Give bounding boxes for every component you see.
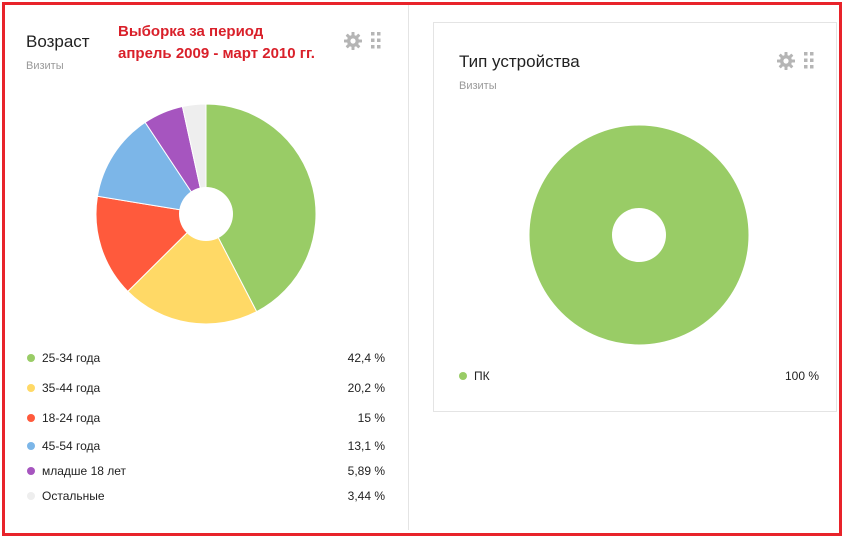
gear-icon[interactable] xyxy=(343,31,363,51)
legend-item[interactable]: Остальные 3,44 % xyxy=(27,488,385,504)
legend-label: 45-54 года xyxy=(42,439,101,453)
legend-label: 35-44 года xyxy=(42,381,101,395)
legend-item[interactable]: 25-34 года 42,4 % xyxy=(27,350,385,366)
donut-hole xyxy=(179,187,233,241)
age-widget-title: Возраст xyxy=(26,32,90,51)
age-widget: Возраст Визиты Выборка за период апрель … xyxy=(5,5,409,530)
legend-item[interactable]: 18-24 года 15 % xyxy=(27,410,385,426)
device-widget: Тип устройства Визиты ПК 100 % xyxy=(433,22,837,412)
legend-swatch xyxy=(459,372,467,380)
legend-label: ПК xyxy=(474,369,490,383)
gear-icon[interactable] xyxy=(776,51,796,71)
period-annotation-line2: апрель 2009 - март 2010 гг. xyxy=(118,45,315,62)
period-annotation-line1: Выборка за период xyxy=(118,23,264,40)
legend-item[interactable]: 45-54 года 13,1 % xyxy=(27,438,385,454)
legend-value: 13,1 % xyxy=(347,439,385,453)
age-pie-chart xyxy=(95,103,317,325)
legend-swatch xyxy=(27,414,35,422)
legend-label: младше 18 лет xyxy=(42,464,127,478)
pie-slice[interactable] xyxy=(205,103,317,313)
legend-swatch xyxy=(27,354,35,362)
legend-swatch xyxy=(27,442,35,450)
pie-slice[interactable] xyxy=(127,213,258,325)
legend-label: Остальные xyxy=(42,489,105,503)
legend-item[interactable]: ПК 100 % xyxy=(459,368,819,384)
legend-item[interactable]: 35-44 года 20,2 % xyxy=(27,380,385,396)
legend-value: 42,4 % xyxy=(347,351,385,365)
period-annotation: Выборка за период апрель 2009 - март 201… xyxy=(118,21,348,65)
legend-value: 5,89 % xyxy=(347,464,385,478)
donut-hole xyxy=(612,208,666,262)
pie-slice[interactable] xyxy=(95,195,208,293)
legend-value: 3,44 % xyxy=(347,489,385,503)
legend-item[interactable]: младше 18 лет 5,89 % xyxy=(27,463,385,479)
legend-swatch xyxy=(27,492,35,500)
age-widget-subtitle: Визиты xyxy=(26,60,64,72)
legend-value: 100 % xyxy=(784,369,819,383)
legend-label: 25-34 года xyxy=(42,351,101,365)
drag-handle-icon[interactable] xyxy=(371,32,381,49)
device-widget-title: Тип устройства xyxy=(459,52,580,71)
legend-swatch xyxy=(27,467,35,475)
pie-slice[interactable] xyxy=(181,103,207,215)
legend-label: 18-24 года xyxy=(42,411,101,425)
legend-value: 20,2 % xyxy=(347,381,385,395)
device-widget-subtitle: Визиты xyxy=(459,80,497,92)
device-pie-chart xyxy=(528,124,750,346)
legend-swatch xyxy=(27,384,35,392)
drag-handle-icon[interactable] xyxy=(804,52,814,69)
pie-slice[interactable] xyxy=(96,121,208,215)
legend-value: 15 % xyxy=(357,411,385,425)
